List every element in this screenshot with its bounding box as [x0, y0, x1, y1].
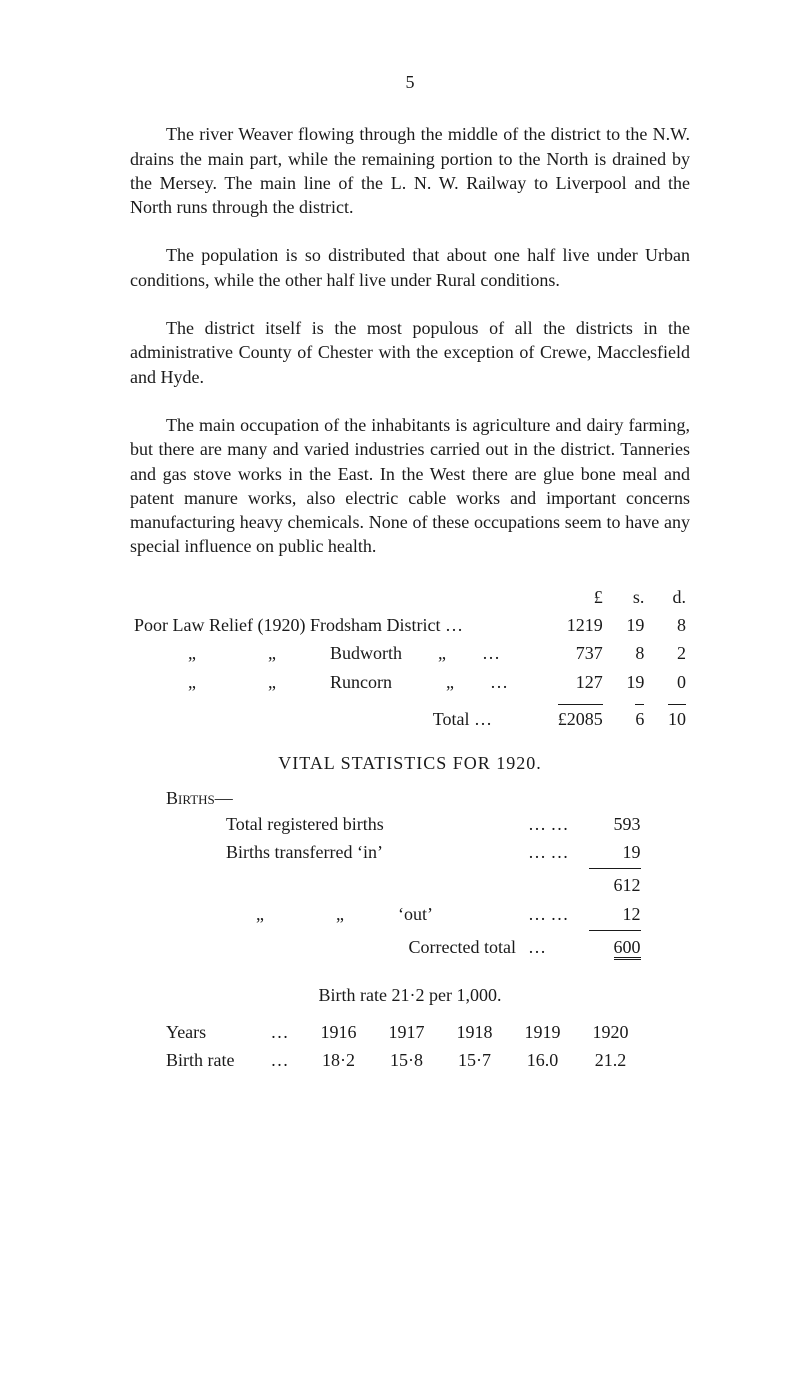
- paragraph-1: The river Weaver flowing through the mid…: [130, 122, 690, 219]
- shillings-head: s.: [607, 583, 649, 611]
- rate-cell: 15·7: [440, 1046, 508, 1074]
- row-label: Total registered births: [220, 810, 522, 838]
- births-label: Births—: [166, 786, 690, 810]
- table-row: „ „ Budworth „ … 737 8 2: [130, 639, 690, 667]
- table-row: Poor Law Relief (1920) Frodsham District…: [130, 611, 690, 639]
- row-label: „ „ ‘out’: [220, 900, 522, 928]
- total-row: Total … £2085 6 10: [130, 696, 690, 733]
- table-row: „ „ ‘out’ … … 12: [220, 900, 647, 928]
- currency-header-row: £ s. d.: [130, 583, 690, 611]
- total-label: Total …: [130, 696, 522, 733]
- year-cell: 1920: [576, 1018, 644, 1046]
- row-pounds: 127: [522, 668, 607, 696]
- total-pence: 10: [668, 704, 686, 731]
- row-dots: … …: [522, 810, 575, 838]
- rate-cell: 21.2: [576, 1046, 644, 1074]
- table-row: „ „ Runcorn „ … 127 19 0: [130, 668, 690, 696]
- row-shillings: 8: [607, 639, 649, 667]
- birth-rate-table: Years … 1916 1917 1918 1919 1920 Birth r…: [166, 1018, 644, 1075]
- row-label: „ „ Budworth „ …: [130, 639, 522, 667]
- rate-label: Birth rate: [166, 1046, 254, 1074]
- pence-head: d.: [648, 583, 690, 611]
- page: 5 The river Weaver flowing through the m…: [0, 0, 800, 1154]
- row-value: 593: [575, 810, 647, 838]
- row-pounds: 737: [522, 639, 607, 667]
- year-cell: 1917: [372, 1018, 440, 1046]
- births-block: Births— Total registered births … … 593 …: [166, 786, 690, 962]
- paragraph-3: The district itself is the most populous…: [130, 316, 690, 389]
- rate-row: Birth rate … 18·2 15·8 15·7 16.0 21.2: [166, 1046, 644, 1074]
- year-cell: 1916: [304, 1018, 372, 1046]
- year-cell: 1919: [508, 1018, 576, 1046]
- rate-cell: 15·8: [372, 1046, 440, 1074]
- subtotal-row: 612: [220, 871, 647, 899]
- subtotal-value: 612: [575, 871, 647, 899]
- row-shillings: 19: [607, 668, 649, 696]
- year-cell: 1918: [440, 1018, 508, 1046]
- row-label: „ „ Runcorn „ …: [130, 668, 522, 696]
- ellipsis: …: [254, 1046, 304, 1074]
- rate-cell: 16.0: [508, 1046, 576, 1074]
- rate-cell: 18·2: [304, 1046, 372, 1074]
- corrected-value: 600: [614, 937, 641, 960]
- table-row: Total registered births … … 593: [220, 810, 647, 838]
- row-value: 12: [575, 900, 647, 928]
- births-table: Total registered births … … 593 Births t…: [220, 810, 647, 961]
- birth-rate-heading: Birth rate 21·2 per 1,000.: [130, 983, 690, 1007]
- poor-law-relief-table: £ s. d. Poor Law Relief (1920) Frodsham …: [130, 583, 690, 733]
- row-value: 19: [575, 838, 647, 866]
- row-pence: 0: [648, 668, 690, 696]
- total-pounds: £2085: [558, 704, 603, 731]
- row-pounds: 1219: [522, 611, 607, 639]
- years-row: Years … 1916 1917 1918 1919 1920: [166, 1018, 644, 1046]
- vital-stats-heading: VITAL STATISTICS FOR 1920.: [130, 751, 690, 775]
- years-label: Years: [166, 1018, 254, 1046]
- paragraph-4: The main occupation of the inhabitants i…: [130, 413, 690, 559]
- total-shillings: 6: [635, 704, 644, 731]
- corrected-row: Corrected total … 600: [220, 933, 647, 961]
- page-number: 5: [130, 70, 690, 94]
- corrected-label: Corrected total: [220, 933, 522, 961]
- row-dots: … …: [522, 900, 575, 928]
- row-dots: … …: [522, 838, 575, 866]
- row-pence: 8: [648, 611, 690, 639]
- row-dots: …: [522, 933, 575, 961]
- paragraph-2: The population is so distributed that ab…: [130, 243, 690, 292]
- row-label: Births transferred ‘in’: [220, 838, 522, 866]
- row-shillings: 19: [607, 611, 649, 639]
- table-row: Births transferred ‘in’ … … 19: [220, 838, 647, 866]
- row-label: Poor Law Relief (1920) Frodsham District…: [130, 611, 522, 639]
- ellipsis: …: [254, 1018, 304, 1046]
- pounds-head: £: [522, 583, 607, 611]
- row-pence: 2: [648, 639, 690, 667]
